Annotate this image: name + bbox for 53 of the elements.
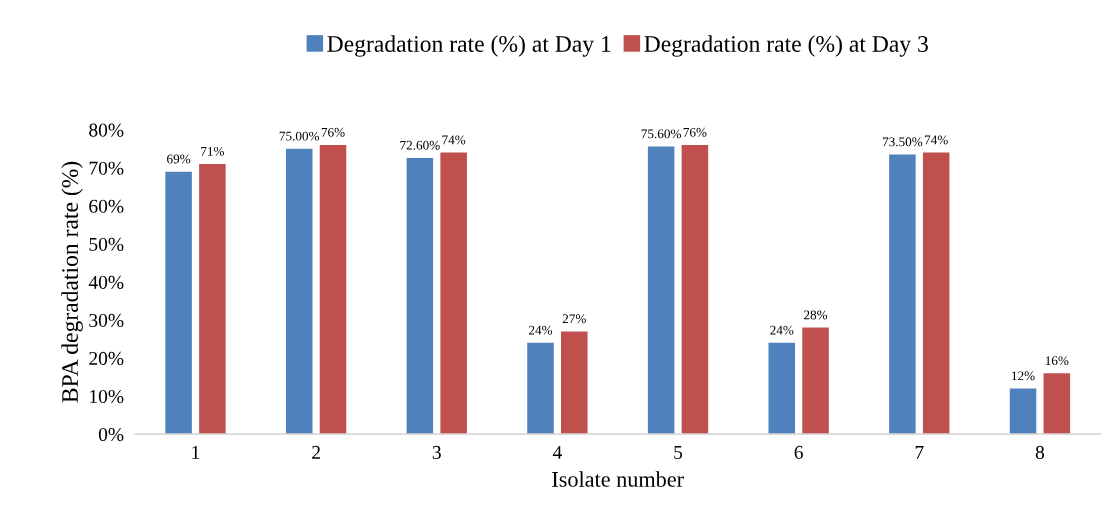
data-label: 72.60% <box>400 140 440 150</box>
x-tick-label: 1 <box>192 445 200 459</box>
data-label: 24% <box>770 325 794 335</box>
bar <box>1009 388 1037 435</box>
bar <box>922 152 950 435</box>
data-label: 75.60% <box>641 129 682 139</box>
bar <box>527 342 554 435</box>
bar <box>1043 373 1071 435</box>
bar <box>199 164 226 435</box>
legend-label: Degradation rate (%) at Day 3 <box>644 35 928 57</box>
data-label: 27% <box>562 314 586 324</box>
y-tick-label: 30% <box>89 313 124 328</box>
bar <box>406 157 434 435</box>
bar <box>681 145 709 435</box>
y-axis-title: BPA degradation rate (%) <box>61 161 83 403</box>
data-label: 73.50% <box>882 137 923 147</box>
y-tick-label: 20% <box>89 351 124 366</box>
bar <box>768 342 796 435</box>
x-tick-label: 3 <box>432 445 441 459</box>
x-tick-label: 5 <box>674 446 683 459</box>
data-label: 16% <box>1045 356 1069 366</box>
bar <box>802 327 829 435</box>
y-tick-label: 40% <box>88 275 124 289</box>
x-axis-title: Isolate number <box>552 471 684 487</box>
bar <box>440 152 467 435</box>
data-label: 28% <box>804 310 828 320</box>
bar <box>647 146 675 435</box>
data-label: 74% <box>924 135 948 145</box>
y-tick-label: 60% <box>89 199 124 213</box>
data-label: 76% <box>321 127 345 137</box>
data-label: 12% <box>1012 371 1035 381</box>
y-tick-label: 70% <box>89 161 124 175</box>
y-tick-label: 0% <box>98 427 124 442</box>
data-label: 74% <box>442 135 466 145</box>
x-tick-label: 4 <box>552 445 562 459</box>
x-tick-label: 2 <box>312 445 320 459</box>
data-label: 76% <box>683 127 707 137</box>
bar <box>319 145 347 435</box>
bar <box>561 331 588 435</box>
y-tick-label: 50% <box>89 237 124 251</box>
x-tick-label: 7 <box>915 446 924 459</box>
x-tick-label: 6 <box>794 445 803 459</box>
bar <box>889 154 916 435</box>
data-label: 24% <box>528 325 553 335</box>
bar <box>285 148 313 435</box>
data-label: 75.00% <box>279 131 320 141</box>
data-label: 71% <box>201 146 225 156</box>
x-tick-label: 8 <box>1035 445 1045 459</box>
y-tick-label: 80% <box>89 123 124 137</box>
legend-label: Degradation rate (%) at Day 1 <box>327 35 611 57</box>
data-label: 69% <box>167 154 191 164</box>
y-tick-label: 10% <box>90 389 124 404</box>
bar <box>165 171 192 435</box>
